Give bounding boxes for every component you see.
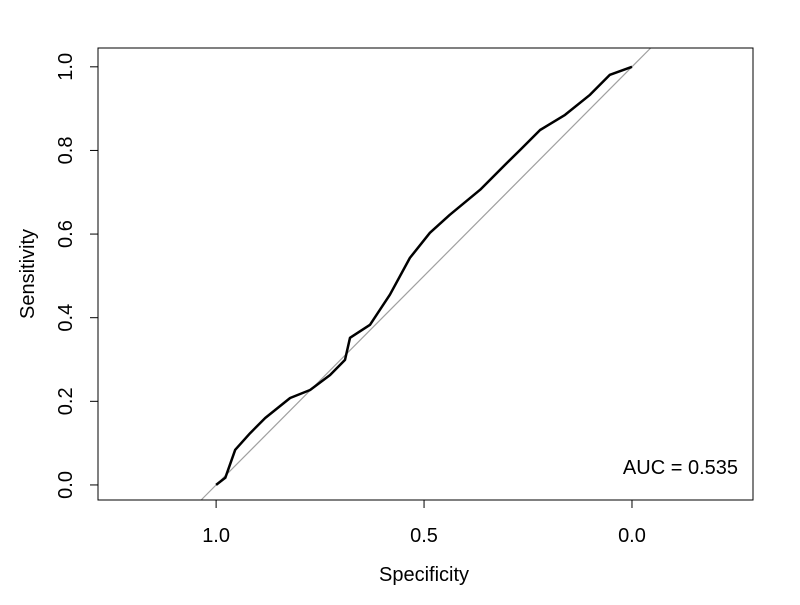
y-tick-label: 0.0 bbox=[55, 471, 77, 499]
y-axis-label: Sensitivity bbox=[17, 229, 39, 319]
y-axis: 0.0 0.2 0.4 0.6 0.8 1.0 bbox=[55, 53, 99, 499]
auc-annotation: AUC = 0.535 bbox=[623, 457, 738, 479]
y-tick-label: 0.2 bbox=[55, 387, 77, 415]
x-axis-label: Specificity bbox=[379, 564, 469, 586]
roc-curve-line bbox=[215, 65, 633, 486]
y-tick-label: 1.0 bbox=[55, 53, 77, 81]
y-tick-label: 0.6 bbox=[55, 220, 77, 248]
x-axis: 1.0 0.5 0.0 bbox=[202, 499, 646, 547]
x-tick-label: 0.0 bbox=[618, 525, 646, 547]
reference-line bbox=[200, 47, 652, 501]
reference-diagonal bbox=[200, 47, 652, 501]
roc-curve bbox=[215, 65, 633, 486]
y-tick-label: 0.4 bbox=[55, 304, 77, 332]
y-tick-label: 0.8 bbox=[55, 137, 77, 165]
x-tick-label: 1.0 bbox=[202, 525, 230, 547]
x-tick-label: 0.5 bbox=[410, 525, 438, 547]
